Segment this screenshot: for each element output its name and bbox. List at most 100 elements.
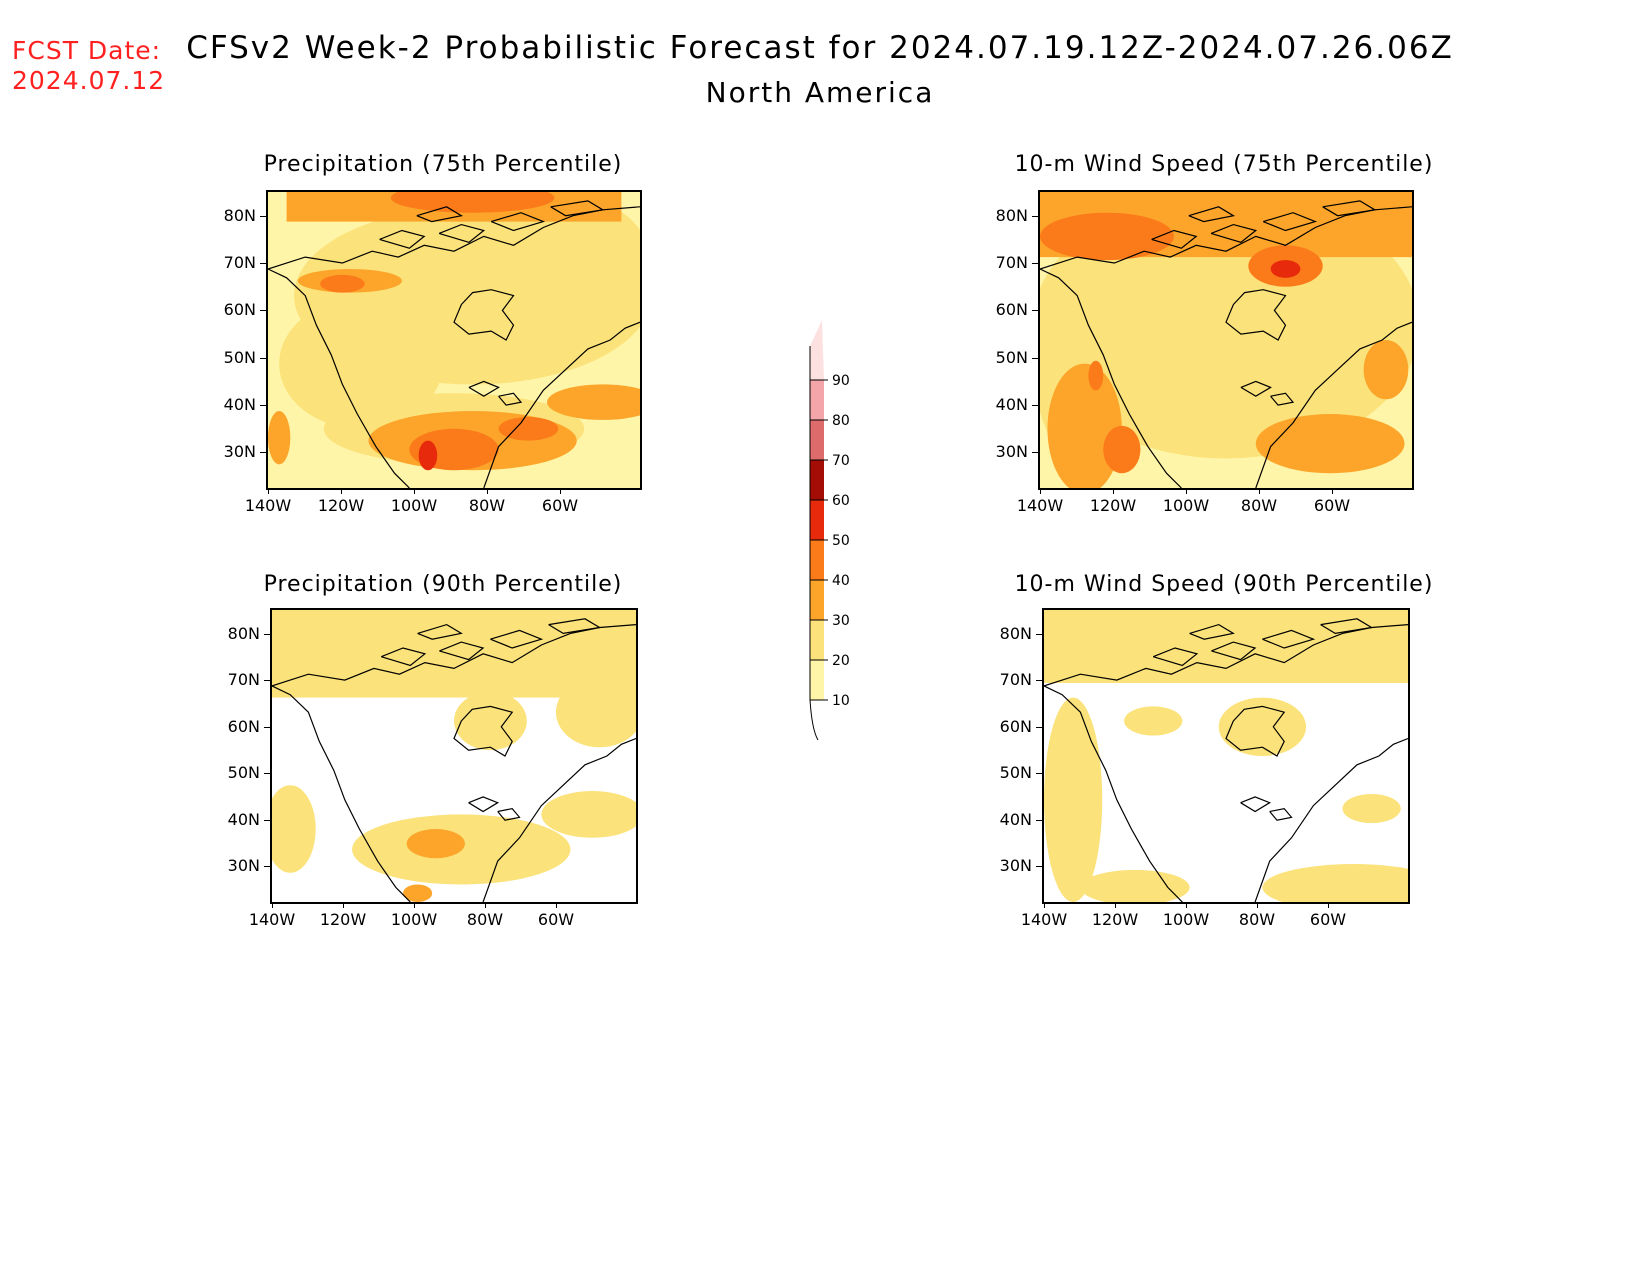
forecast-date-value: 2024.07.12 [12, 66, 166, 95]
coastline [1044, 685, 1183, 902]
colorbar-label: 60 [832, 493, 850, 509]
lon-tick-mark [1044, 902, 1045, 908]
arctic-island-outline [380, 647, 427, 667]
coastline [483, 321, 640, 488]
lon-tick-label: 60W [1309, 910, 1347, 929]
panel-title-wind90: 10-m Wind Speed (90th Percentile) [1014, 572, 1434, 597]
arctic-island-outline [417, 623, 463, 640]
lat-tick-mark [260, 263, 266, 265]
lat-tick-label: 30N [227, 856, 260, 875]
great-lake-outline [1269, 807, 1293, 821]
coastline [268, 268, 410, 488]
lat-tick-mark [264, 819, 270, 821]
coastline [272, 685, 411, 902]
colorbar-label: 10 [832, 693, 850, 709]
probability-shading [1255, 414, 1405, 474]
coastline [1040, 268, 1182, 488]
forecast-date-label: FCST Date: [12, 36, 162, 65]
probability-shading [1103, 425, 1141, 474]
lat-tick-mark [264, 726, 270, 728]
lon-tick-label: 140W [1020, 910, 1068, 929]
lat-tick-mark [260, 310, 266, 312]
lon-tick-mark [1113, 488, 1114, 494]
arctic-island-outline [1322, 200, 1377, 217]
arctic-island-outline [1262, 629, 1316, 649]
panel-title-wind75: 10-m Wind Speed (75th Percentile) [1014, 152, 1434, 177]
colorbar-swatch [810, 380, 824, 420]
lon-tick-mark [560, 488, 561, 494]
map-precip75 [266, 190, 642, 490]
map-precip90 [270, 608, 638, 904]
lat-tick-mark [1036, 726, 1042, 728]
lon-tick-label: 120W [319, 910, 367, 929]
probability-shading [1270, 260, 1301, 278]
map-wind90 [1042, 608, 1410, 904]
hudson-bay-outline [453, 289, 515, 341]
colorbar-swatch [810, 660, 824, 700]
coastline [1254, 737, 1408, 902]
great-lake-outline [1240, 380, 1272, 397]
lat-tick-label: 60N [995, 300, 1028, 320]
lat-tick-label: 40N [995, 394, 1028, 414]
probability-shading [547, 384, 640, 420]
great-lake-outline [497, 807, 521, 821]
arctic-island-outline [1210, 223, 1258, 243]
colorbar-swatch [810, 580, 824, 620]
lat-tick-label: 80N [227, 624, 260, 643]
lat-tick-label: 80N [995, 206, 1028, 225]
arctic-island-outline [416, 206, 464, 223]
colorbar-swatch [810, 460, 824, 500]
arctic-island-outline [1189, 623, 1235, 640]
colorbar-label: 20 [832, 653, 850, 669]
lat-tick-mark [1036, 866, 1042, 867]
lat-tick-mark [1036, 773, 1042, 775]
map-canvas [272, 610, 636, 902]
probability-shading [454, 691, 527, 751]
probability-shading [418, 440, 438, 471]
lon-tick-mark [485, 902, 486, 908]
lon-tick-mark [1115, 902, 1116, 908]
map-canvas [1040, 192, 1412, 488]
lat-tick-mark [1032, 404, 1038, 406]
forecast-date-block: FCST Date: 2024.07.12 [12, 36, 165, 96]
hudson-bay-outline [453, 705, 514, 757]
main-title: CFSv2 Week-2 Probabilistic Forecast for … [186, 30, 1454, 66]
lon-tick-mark [272, 902, 273, 908]
probability-shading [320, 274, 365, 293]
lon-tick-mark [343, 902, 344, 908]
lat-tick-mark [264, 866, 270, 867]
arctic-island-outline [1152, 647, 1199, 667]
lat-tick-mark [264, 634, 270, 635]
colorbar: 10 20 30 40 50 60 70 80 90 [809, 320, 850, 740]
probability-shading [1044, 610, 1408, 683]
colorbar-swatch [810, 540, 824, 580]
colorbar-bottom-edge [809, 699, 819, 740]
lon-tick-mark [1186, 902, 1187, 908]
lat-tick-label: 30N [995, 442, 1028, 461]
probability-shading [390, 192, 555, 213]
lat-tick-label: 50N [999, 763, 1032, 783]
lat-tick-mark [1032, 452, 1038, 453]
hudson-bay-outline [1225, 289, 1287, 341]
probability-shading [1040, 212, 1174, 261]
probability-shading [403, 884, 433, 902]
lon-tick-label: 100W [390, 910, 438, 929]
probability-shading [1124, 706, 1183, 736]
lon-tick-label: 80W [1240, 496, 1278, 515]
lon-tick-mark [414, 902, 415, 908]
probability-shading [498, 416, 559, 441]
great-lake-outline [468, 380, 500, 397]
probability-shading [279, 298, 443, 429]
probability-shading [268, 411, 291, 465]
probability-shading [1047, 363, 1122, 488]
colorbar-swatch [810, 420, 824, 460]
lon-tick-mark [268, 488, 269, 494]
probability-shading [272, 785, 316, 873]
colorbar-label: 40 [832, 573, 850, 589]
lon-tick-label: 60W [537, 910, 575, 929]
colorbar-label: 50 [832, 533, 850, 549]
lat-tick-mark [1036, 819, 1042, 821]
lat-tick-label: 80N [223, 206, 256, 225]
lon-tick-label: 140W [244, 496, 292, 515]
hudson-bay-outline [1225, 705, 1286, 757]
